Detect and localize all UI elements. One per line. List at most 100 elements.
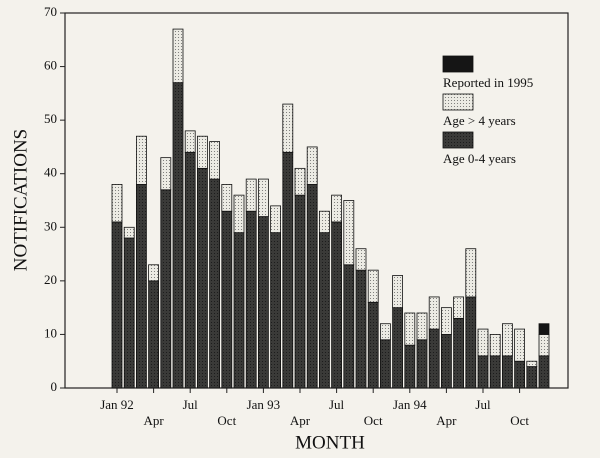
y-tick-label: 50 bbox=[44, 111, 57, 126]
bar-segment bbox=[294, 194, 306, 389]
bar-segment bbox=[538, 355, 550, 389]
bar-segment bbox=[209, 141, 221, 180]
x-tick-label: Oct bbox=[364, 413, 383, 428]
bar-segment bbox=[379, 323, 391, 341]
legend-label: Age > 4 years bbox=[443, 113, 516, 128]
bar-segment bbox=[489, 334, 501, 357]
bar-segment bbox=[233, 194, 245, 234]
y-tick-label: 40 bbox=[44, 165, 57, 180]
bar-segment bbox=[331, 194, 343, 223]
bar-segment bbox=[428, 328, 440, 389]
bar-segment bbox=[160, 157, 172, 191]
bar-segment bbox=[355, 269, 367, 389]
bar-segment bbox=[477, 328, 489, 357]
bar-segment bbox=[416, 339, 428, 389]
x-tick-label: Oct bbox=[510, 413, 529, 428]
bar-segment bbox=[257, 178, 269, 217]
x-tick-label: Oct bbox=[217, 413, 236, 428]
bar-segment bbox=[355, 248, 367, 271]
x-axis-title: MONTH bbox=[295, 432, 365, 453]
x-tick-label: Jan 93 bbox=[247, 397, 281, 412]
legend-label: Reported in 1995 bbox=[443, 75, 533, 90]
bar-segment bbox=[245, 210, 257, 389]
bar-segment bbox=[440, 334, 452, 389]
bar-segment bbox=[172, 82, 184, 389]
bar-segment bbox=[392, 307, 404, 389]
bar-segment bbox=[245, 178, 257, 212]
bar-segment bbox=[453, 317, 465, 389]
legend-swatch bbox=[442, 93, 474, 111]
y-tick-label: 30 bbox=[44, 218, 57, 233]
bar-segment bbox=[379, 339, 391, 389]
x-tick-label: Apr bbox=[436, 413, 457, 428]
x-tick-label: Jul bbox=[183, 397, 199, 412]
bar-segment bbox=[318, 232, 330, 389]
bar-segment bbox=[453, 296, 465, 319]
x-tick-label: Jan 94 bbox=[393, 397, 427, 412]
bar-segment bbox=[221, 210, 233, 389]
x-tick-label: Apr bbox=[290, 413, 311, 428]
bar-segment bbox=[404, 312, 416, 346]
x-tick-label: Apr bbox=[143, 413, 164, 428]
bar-segment bbox=[404, 344, 416, 389]
x-tick-label: Jul bbox=[475, 397, 491, 412]
bar-segment bbox=[526, 366, 538, 389]
bar-segment bbox=[111, 221, 123, 389]
bar-segment bbox=[111, 184, 123, 223]
bar-segment bbox=[416, 312, 428, 341]
bar-segment bbox=[123, 237, 135, 389]
y-tick-label: 10 bbox=[44, 325, 57, 340]
bar-segment bbox=[184, 130, 196, 153]
y-tick-label: 70 bbox=[44, 4, 57, 19]
bar-segment bbox=[172, 28, 184, 84]
y-tick-label: 20 bbox=[44, 272, 57, 287]
bar-segment bbox=[489, 355, 501, 389]
x-tick-label: Jul bbox=[329, 397, 345, 412]
bar-segment bbox=[538, 334, 550, 357]
bar-segment bbox=[306, 184, 318, 389]
bar-segment bbox=[148, 264, 160, 282]
bar-segment bbox=[221, 184, 233, 212]
legend-label: Age 0-4 years bbox=[443, 151, 516, 166]
bar-segment bbox=[270, 232, 282, 389]
bar-segment bbox=[501, 323, 513, 357]
bar-segment bbox=[148, 280, 160, 389]
bar-segment bbox=[318, 210, 330, 234]
y-tick-label: 60 bbox=[44, 58, 57, 73]
bar-segment bbox=[282, 151, 294, 389]
bar-segment bbox=[135, 184, 147, 389]
bar-segment bbox=[306, 146, 318, 185]
bar-segment bbox=[526, 360, 538, 367]
bar-segment bbox=[294, 167, 306, 196]
bar-segment bbox=[331, 221, 343, 389]
bar-segment bbox=[367, 269, 379, 303]
x-tick-label: Jan 92 bbox=[100, 397, 134, 412]
bar-segment bbox=[196, 167, 208, 389]
y-axis-title: NOTIFICATIONS bbox=[10, 129, 31, 272]
bar-segment bbox=[514, 328, 525, 362]
bar-segment bbox=[465, 248, 477, 298]
bar-segment bbox=[367, 301, 379, 389]
bar-segment bbox=[257, 216, 269, 389]
bar-segment bbox=[196, 135, 208, 169]
legend-swatch bbox=[442, 55, 474, 73]
bar-segment bbox=[282, 103, 294, 153]
bar-segment bbox=[160, 189, 172, 389]
bar-segment bbox=[233, 232, 245, 389]
bar-segment bbox=[123, 226, 135, 239]
bar-segment bbox=[465, 296, 477, 389]
bar-segment bbox=[392, 275, 404, 309]
bar-segment bbox=[343, 200, 355, 266]
y-tick-label: 0 bbox=[51, 379, 58, 394]
bar-segment bbox=[270, 205, 282, 234]
bar-segment bbox=[514, 360, 525, 389]
bar-segment bbox=[538, 323, 550, 335]
bar-segment bbox=[501, 355, 513, 389]
bar-segment bbox=[440, 307, 452, 335]
bar-segment bbox=[343, 264, 355, 389]
bar-segment bbox=[428, 296, 440, 330]
bar-segment bbox=[135, 135, 147, 185]
bar-segment bbox=[209, 178, 221, 389]
